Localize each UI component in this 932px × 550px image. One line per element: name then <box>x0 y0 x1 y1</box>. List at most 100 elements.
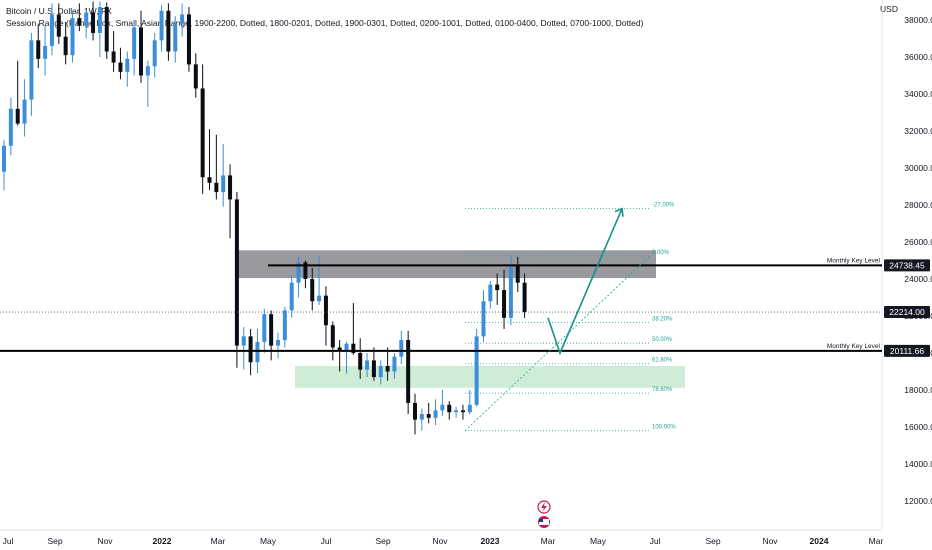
indicator-legend: Session Range (Range Box, Small, Asian R… <box>6 18 644 28</box>
candle-body <box>91 12 96 33</box>
candle-body <box>70 18 75 56</box>
candle-body <box>36 40 41 59</box>
candle-body <box>207 177 212 183</box>
lightning-icon[interactable] <box>537 500 551 514</box>
time-tick-label: Jul <box>3 536 14 546</box>
candle-body <box>522 282 527 313</box>
flag-icon-glyph <box>539 519 549 525</box>
candle-body <box>317 295 322 302</box>
demand-zone[interactable] <box>295 365 685 388</box>
candle-body <box>200 88 205 178</box>
candle-body <box>139 27 143 76</box>
candle-body <box>440 404 445 411</box>
flag-icon-canton <box>539 519 543 522</box>
time-tick-label: Mar <box>211 536 226 546</box>
price-tick-label: 34000.00 <box>904 89 932 99</box>
candle-body <box>467 404 472 413</box>
candle-body <box>365 360 370 370</box>
price-tick-label: 24000.00 <box>904 274 932 284</box>
candle-body <box>234 199 239 346</box>
candle-body <box>228 175 233 200</box>
candle-body <box>330 325 335 348</box>
candle-body <box>125 58 130 72</box>
price-tick-label: 32000.00 <box>904 126 932 136</box>
candle-body <box>488 284 493 302</box>
supply-zone[interactable] <box>238 250 656 279</box>
candle-body <box>447 404 452 413</box>
candle-body <box>508 266 513 318</box>
price-label-text: 20111.66 <box>890 346 924 356</box>
price-label-box <box>884 306 930 319</box>
price-tick-label: 36000.00 <box>904 52 932 62</box>
candle-body <box>310 279 315 302</box>
time-tick-label: May <box>260 536 277 546</box>
candle-body <box>344 343 349 352</box>
candle-body <box>104 7 109 52</box>
candle-body <box>22 99 27 124</box>
candle-body <box>515 266 520 283</box>
price-tick-label: 12000.00 <box>904 496 932 506</box>
time-tick-label: 2024 <box>810 536 829 546</box>
candle-body <box>351 343 356 353</box>
time-tick-label: Sep <box>705 536 720 546</box>
candle-body <box>358 353 363 370</box>
candle-body <box>454 410 459 413</box>
candle-body <box>269 314 274 346</box>
candle-body <box>63 36 68 56</box>
candle-body <box>49 14 54 46</box>
candle-body <box>118 62 123 72</box>
candle-body <box>481 301 486 337</box>
candle-body <box>495 284 500 291</box>
time-tick-label: Jul <box>650 536 661 546</box>
time-tick-label: 2023 <box>481 536 500 546</box>
time-tick-label: Nov <box>762 536 778 546</box>
price-label-box <box>884 259 930 272</box>
fib-level-label: 78.60% <box>652 387 673 393</box>
candle-body <box>132 27 137 59</box>
time-tick-label: Nov <box>97 536 113 546</box>
candle-body <box>399 340 404 357</box>
candle-body <box>77 18 82 26</box>
candle-body <box>8 108 13 146</box>
candle-body <box>296 262 301 283</box>
fib-level-label: -27.00% <box>652 203 675 209</box>
price-tick-label: 30000.00 <box>904 163 932 173</box>
candle-body <box>145 66 150 76</box>
price-tick-label: 26000.00 <box>904 237 932 247</box>
candle-body <box>433 410 438 418</box>
fib-level-label: 50.00% <box>652 337 673 343</box>
key-level-label-lower: Monthly Key Level <box>827 343 881 350</box>
candle-body <box>323 295 328 326</box>
candle-body <box>426 414 431 418</box>
candle-body <box>166 10 171 52</box>
time-tick-label: Jul <box>321 536 332 546</box>
lightning-icon-glyph <box>541 502 547 512</box>
candle-body <box>282 310 287 341</box>
candle-body <box>289 282 294 311</box>
candle-body <box>56 14 61 37</box>
fib-level-label: 38.20% <box>652 316 673 322</box>
fib-trend-line <box>464 255 651 431</box>
candle-body <box>221 175 226 193</box>
candle-body <box>241 336 246 346</box>
candle-body <box>111 51 116 63</box>
candle-body <box>502 290 507 318</box>
time-tick-label: Sep <box>375 536 390 546</box>
candle-body <box>419 414 424 420</box>
price-label-text: 22214.00 <box>889 307 925 317</box>
candle-body <box>406 340 411 403</box>
candle-body <box>460 410 465 413</box>
projection-arrowhead <box>614 207 624 217</box>
price-label-box <box>884 344 930 357</box>
candle-body <box>392 356 397 372</box>
price-label-text: 24738.45 <box>889 260 925 270</box>
candle-body <box>303 262 308 279</box>
candle-body <box>29 40 34 100</box>
projection-path[interactable] <box>547 208 623 356</box>
candle-body <box>385 365 390 372</box>
candle-body <box>255 341 260 363</box>
candle-body <box>413 402 417 420</box>
time-tick-label: Nov <box>432 536 448 546</box>
candle-body <box>248 336 253 363</box>
